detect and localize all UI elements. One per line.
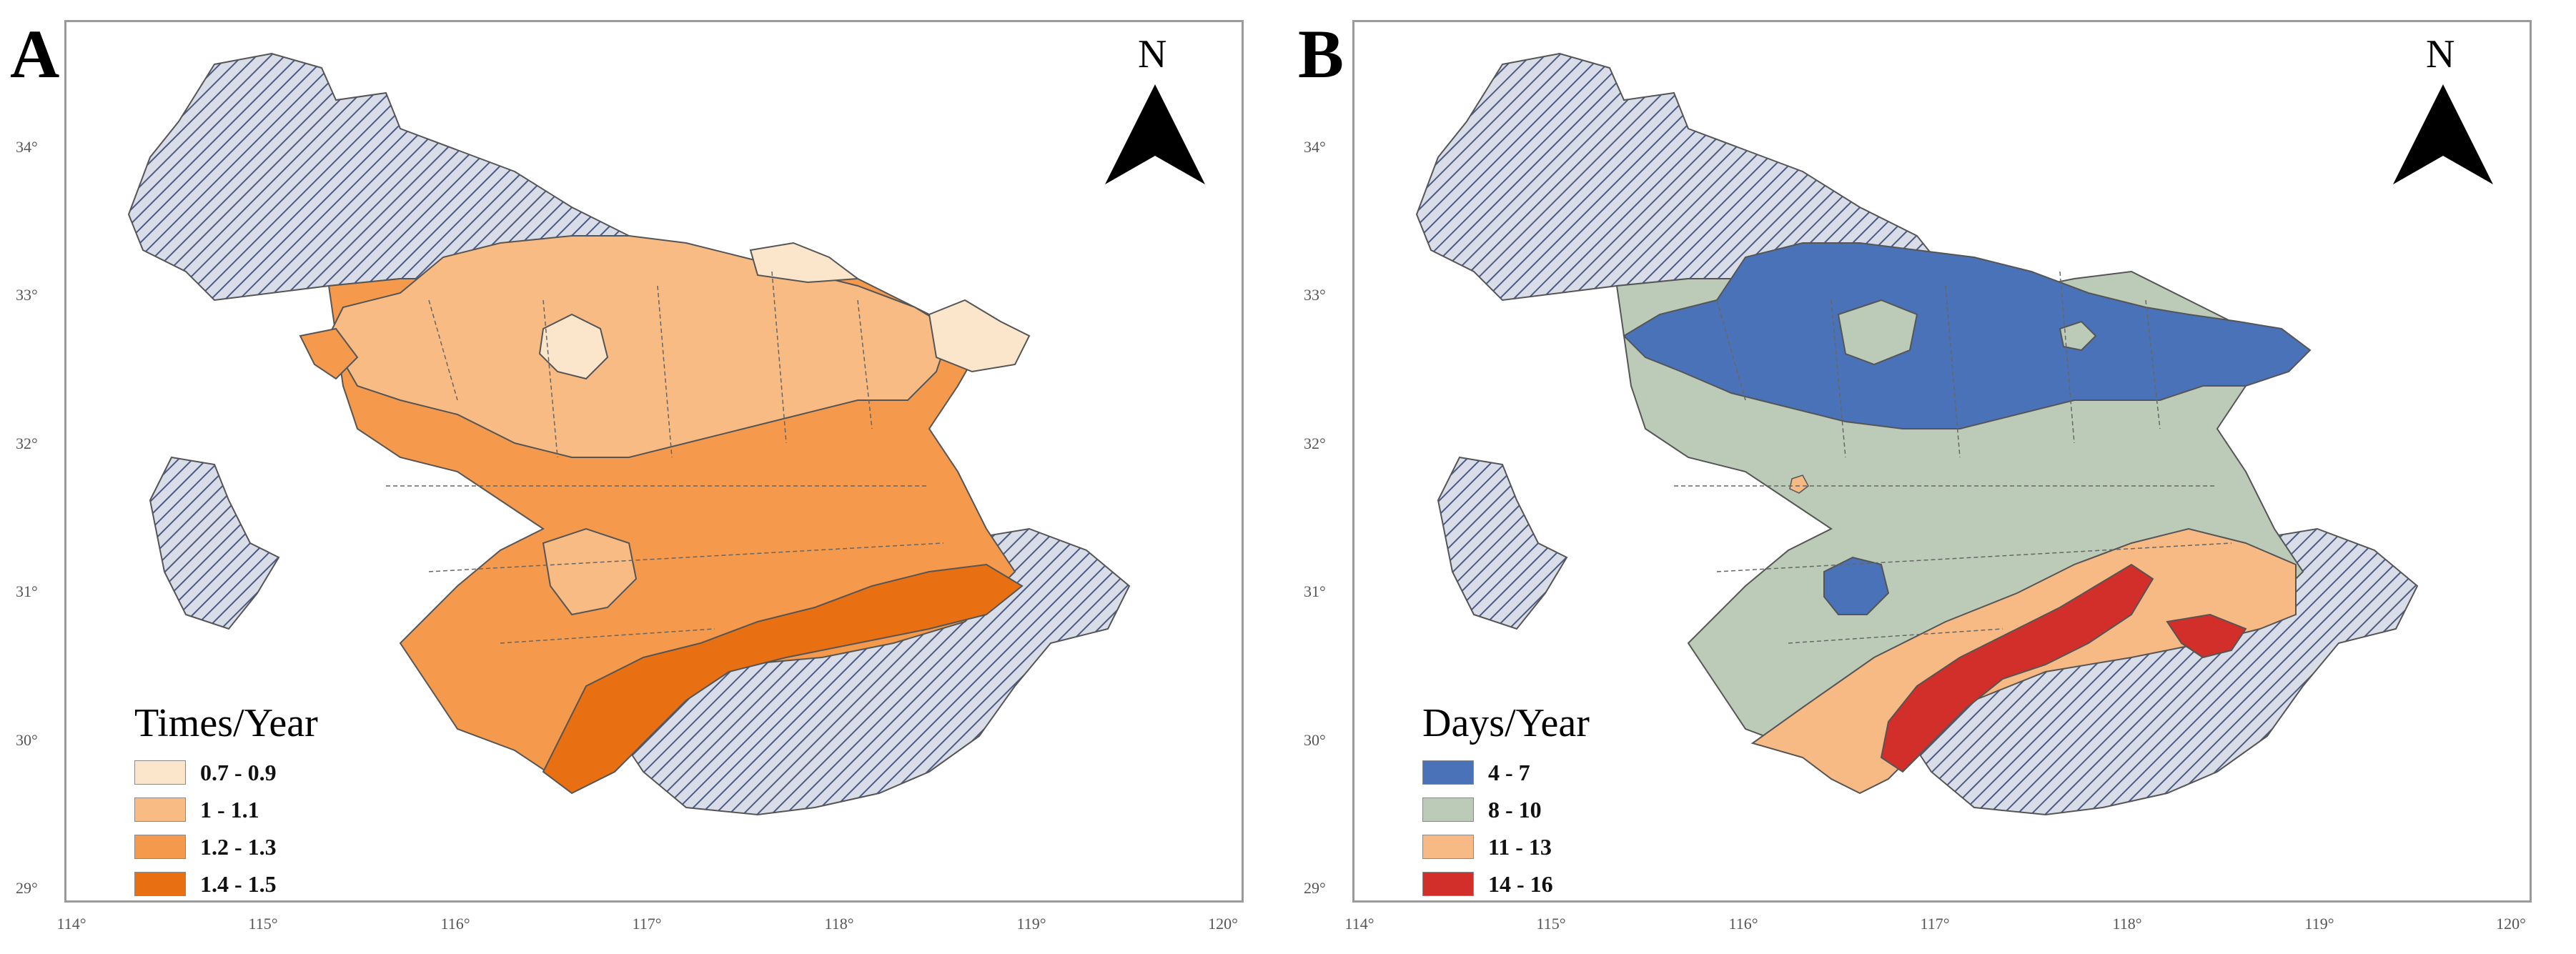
zone-1-1.1-south-pocket [542, 527, 638, 616]
legend-item: 14 - 16 [1422, 868, 1590, 900]
lat-label: 30° [16, 731, 38, 749]
legend-swatch [134, 760, 186, 785]
lat-label: 29° [16, 879, 38, 897]
legend-swatch [134, 798, 186, 822]
lat-label: 29° [1304, 879, 1326, 897]
north-arrow-icon [2393, 84, 2493, 184]
north-label: N [1138, 32, 1167, 76]
lon-label: 117° [1920, 915, 1950, 933]
panel-letter: A [10, 16, 60, 92]
lat-label: 31° [1304, 582, 1326, 600]
legend-label: 1 - 1.1 [200, 796, 259, 823]
lon-label: 117° [632, 915, 662, 933]
lon-label: 119° [1016, 915, 1046, 933]
zone-1-1.1-west-tail [299, 327, 359, 380]
hatched-region-west [149, 456, 280, 630]
legend-label: 11 - 13 [1488, 833, 1552, 860]
legend: Times/Year 0.7 - 0.9 1 - 1.1 1.2 - 1.3 1… [134, 700, 318, 905]
legend-title: Times/Year [134, 701, 318, 745]
lat-label: 32° [16, 434, 38, 452]
lon-label: 118° [824, 915, 854, 933]
lon-label: 118° [2112, 915, 2142, 933]
zone-8-10-island-1 [1837, 299, 1918, 366]
zone-8-10-island-2 [2059, 320, 2097, 352]
legend-item: 0.7 - 0.9 [134, 756, 318, 789]
legend-item: 8 - 10 [1422, 793, 1590, 826]
legend-swatch [1422, 872, 1474, 896]
lon-label: 115° [248, 915, 278, 933]
lon-label: 115° [1536, 915, 1566, 933]
county-boundaries [1674, 271, 2232, 644]
lon-label: 116° [440, 915, 470, 933]
zone-0.7-0.9-north [749, 242, 860, 284]
map-panel-a: A 34° 33° 32° 31° 30° 29° 114° 115° [10, 16, 1244, 933]
legend-label: 14 - 16 [1488, 870, 1553, 897]
lon-label: 120° [2496, 915, 2526, 933]
lat-label: 34° [16, 138, 38, 156]
choropleth-map [1415, 52, 2419, 816]
map-frame [64, 20, 1244, 903]
zone-14-16-east [2166, 613, 2247, 659]
north-label: N [2426, 32, 2455, 76]
map-frame [1352, 20, 2532, 903]
county-boundaries [386, 271, 944, 644]
lon-label: 116° [1728, 915, 1758, 933]
zone-4-7-north [1623, 242, 2312, 429]
lon-label: 114° [1344, 915, 1374, 933]
legend-item: 1.2 - 1.3 [134, 830, 318, 863]
map-panel-b: B 34° 33° 32° 31° 30° 29° 114° [1288, 0, 2576, 954]
north-arrow-icon [1105, 84, 1205, 184]
lat-label: 33° [1304, 286, 1326, 304]
legend-label: 8 - 10 [1488, 796, 1542, 823]
lat-label: 33° [16, 286, 38, 304]
choropleth-map [127, 52, 1131, 816]
zone-11-13-dot [1789, 474, 1809, 494]
zone-14-16 [1880, 563, 2154, 773]
legend-swatch [1422, 760, 1474, 785]
legend-title: Days/Year [1422, 701, 1590, 745]
lat-label: 31° [16, 582, 38, 600]
legend-swatch [1422, 798, 1474, 822]
zone-0.7-0.9-center [538, 313, 609, 380]
lat-label: 30° [1304, 731, 1326, 749]
zone-0.7-0.9-east [928, 299, 1031, 373]
panel-letter: B [1298, 16, 1344, 92]
legend: Days/Year 4 - 7 8 - 10 11 - 13 14 - 16 [1422, 700, 1590, 905]
legend-label: 0.7 - 0.9 [200, 759, 277, 785]
legend-label: 1.2 - 1.3 [200, 833, 277, 860]
zone-1.4-1.5 [542, 563, 1024, 795]
legend-item: 11 - 13 [1422, 830, 1590, 863]
legend-label: 4 - 7 [1488, 759, 1530, 785]
lat-label: 32° [1304, 434, 1326, 452]
legend-swatch [134, 872, 186, 896]
lon-label: 120° [1208, 915, 1238, 933]
zone-4-7-southwest [1823, 556, 1890, 615]
lon-label: 119° [2304, 915, 2334, 933]
hatched-region-west [1437, 456, 1568, 630]
lat-label: 34° [1304, 138, 1326, 156]
lon-label: 114° [56, 915, 86, 933]
legend-item: 1 - 1.1 [134, 793, 318, 826]
legend-item: 4 - 7 [1422, 756, 1590, 789]
legend-item: 1.4 - 1.5 [134, 868, 318, 900]
legend-swatch [134, 835, 186, 859]
legend-label: 1.4 - 1.5 [200, 870, 277, 897]
legend-swatch [1422, 835, 1474, 859]
